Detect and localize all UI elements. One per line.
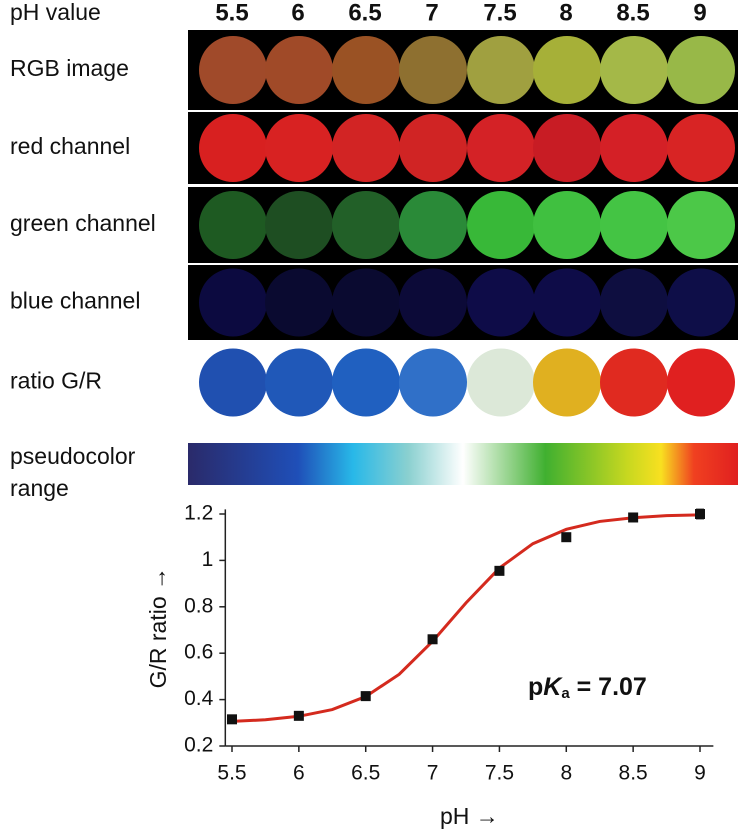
- sample-spot: [667, 268, 735, 337]
- fit-curve: [231, 513, 701, 723]
- sample-spot: [533, 114, 601, 182]
- column-label: 9: [693, 0, 706, 26]
- y-tick-label: 0.2: [184, 734, 213, 757]
- column-label: 6.5: [348, 0, 381, 26]
- x-tick-label: 6: [293, 762, 305, 785]
- sample-spot: [265, 36, 333, 104]
- row-label: red channel: [10, 133, 130, 159]
- sample-spot: [467, 114, 535, 182]
- sample-spot: [265, 191, 333, 259]
- sample-spot: [332, 191, 400, 259]
- sample-spot: [399, 114, 467, 182]
- sample-spot: [467, 191, 535, 259]
- column-label: 7: [425, 0, 438, 26]
- sample-spot: [265, 268, 333, 337]
- column-label: 7.5: [483, 0, 516, 26]
- x-axis-label: pH →: [440, 803, 499, 829]
- sample-spot: [467, 36, 535, 104]
- row-label: RGB image: [10, 55, 129, 81]
- column-label: 8: [559, 0, 572, 26]
- annotation-part: K: [543, 673, 563, 701]
- data-point: [494, 565, 505, 576]
- sample-spot: [467, 348, 535, 417]
- y-axis-label: G/R ratio →: [145, 567, 171, 688]
- pseudocolor-bar: [188, 443, 738, 485]
- sample-spot: [533, 36, 601, 104]
- sample-spot: [199, 268, 267, 337]
- sample-spot: [533, 191, 601, 259]
- data-point: [360, 691, 371, 702]
- x-tick-label: 8.5: [619, 762, 648, 785]
- y-tick-label: 1.2: [184, 502, 213, 525]
- x-tick-label: 6.5: [351, 762, 380, 785]
- y-tick-label: 0.4: [184, 687, 214, 710]
- sample-spot: [199, 114, 267, 182]
- x-tick-label: 7: [427, 762, 439, 785]
- sample-spot: [265, 348, 333, 417]
- sample-spot: [667, 114, 735, 182]
- column-label: 8.5: [616, 0, 649, 26]
- sample-spot: [600, 36, 668, 104]
- sample-spot: [199, 191, 267, 259]
- row-label: blue channel: [10, 288, 140, 314]
- data-point: [427, 634, 438, 645]
- row-label: ratio G/R: [10, 368, 102, 394]
- sample-spot: [399, 348, 467, 417]
- y-tick-label: 1: [202, 548, 214, 571]
- column-label: 5.5: [215, 0, 248, 26]
- sample-spot: [533, 348, 601, 417]
- sample-spot: [265, 114, 333, 182]
- sample-spot: [667, 348, 735, 417]
- sample-spot: [600, 191, 668, 259]
- sample-spot: [399, 268, 467, 337]
- sample-spot: [332, 268, 400, 337]
- x-tick-label: 5.5: [217, 762, 246, 785]
- data-point: [293, 710, 304, 721]
- annotation-part: a: [561, 685, 570, 702]
- x-tick-label: 7.5: [485, 762, 514, 785]
- row-label: range: [10, 475, 69, 501]
- data-point: [695, 509, 705, 519]
- sample-spot: [467, 268, 535, 337]
- annotation: pKa = 7.07: [528, 673, 647, 702]
- sample-spot: [667, 191, 735, 259]
- sample-spot: [533, 268, 601, 337]
- column-header: pH value: [10, 0, 101, 25]
- sample-spot: [332, 348, 400, 417]
- sample-spot: [399, 36, 467, 104]
- row-label: pseudocolor: [10, 443, 136, 469]
- sample-spot: [199, 36, 267, 104]
- data-point: [227, 714, 237, 725]
- sample-spot: [399, 191, 467, 259]
- row-label: green channel: [10, 210, 156, 236]
- sample-spot: [600, 268, 668, 337]
- y-tick-label: 0.8: [184, 594, 213, 617]
- sample-spot: [600, 348, 668, 417]
- data-point: [561, 532, 572, 543]
- x-tick-label: 8: [560, 762, 572, 785]
- sample-spot: [332, 36, 400, 104]
- x-tick-label: 9: [694, 762, 706, 785]
- sample-spot: [199, 348, 267, 417]
- annotation-part: = 7.07: [570, 673, 647, 701]
- sample-spot: [667, 36, 735, 104]
- column-label: 6: [291, 0, 304, 26]
- sample-spot: [600, 114, 668, 182]
- annotation-part: p: [528, 673, 543, 701]
- sample-spot: [332, 114, 400, 182]
- y-tick-label: 0.6: [184, 641, 213, 664]
- data-point: [628, 512, 639, 523]
